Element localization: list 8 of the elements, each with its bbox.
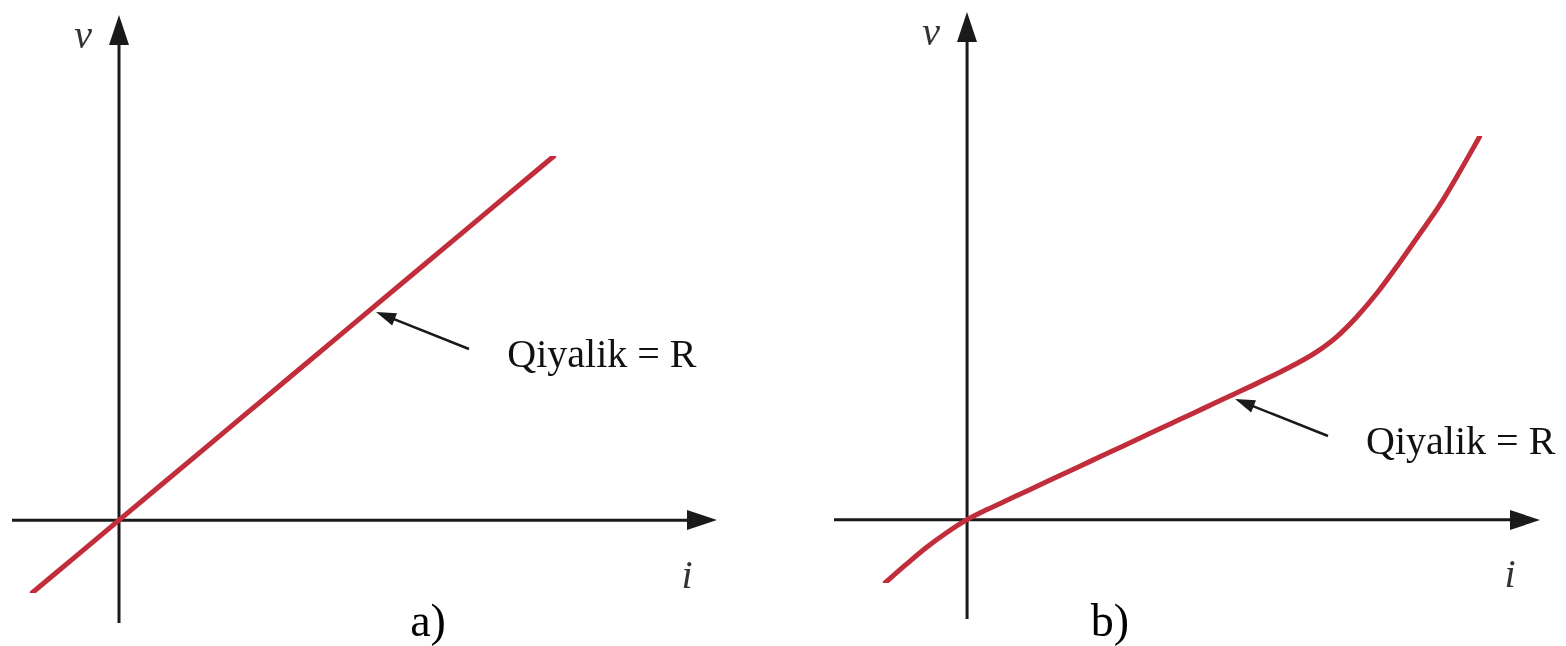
y-axis-title: v bbox=[74, 11, 93, 57]
text: a) bbox=[410, 595, 446, 646]
text: b) bbox=[1090, 595, 1130, 646]
y-axis-title: v bbox=[922, 8, 941, 54]
annotation: Qiyalik = R bbox=[1366, 418, 1556, 464]
x-axis-title: i bbox=[1504, 551, 1516, 597]
x-axis-title: i bbox=[681, 551, 693, 597]
annotation: Qiyalik = R bbox=[507, 331, 697, 377]
